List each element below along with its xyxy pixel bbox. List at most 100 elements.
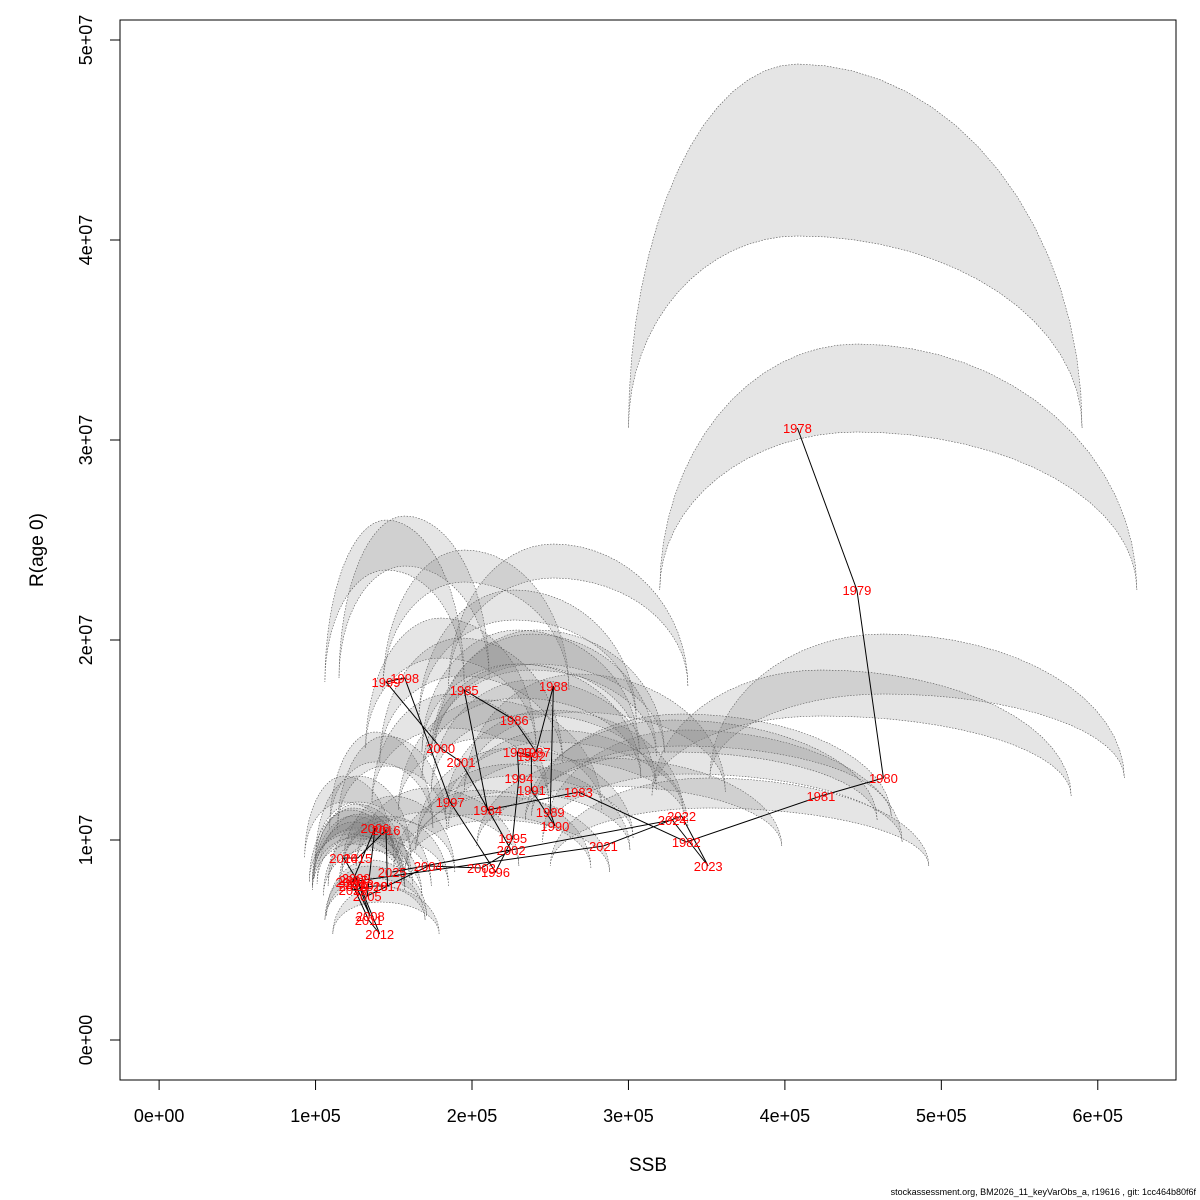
x-tick-label: 6e+05 [1072, 1106, 1123, 1126]
point-label-1984: 1984 [473, 803, 502, 818]
point-label-2022: 2022 [667, 809, 696, 824]
y-tick-label: 1e+07 [76, 815, 96, 866]
point-label-2023: 2023 [694, 859, 723, 874]
point-label-1988: 1988 [539, 679, 568, 694]
ci-ellipse-2006 [329, 731, 434, 829]
y-tick-label: 3e+07 [76, 415, 96, 466]
point-label-2021: 2021 [589, 839, 618, 854]
ci-ellipse-1995 [416, 747, 634, 839]
ci-ellipse-2002 [415, 763, 631, 851]
point-label-1987: 1987 [522, 745, 551, 760]
ci-ellipse-2001 [379, 637, 563, 763]
ci-ellipse-1988 [448, 543, 689, 687]
ci-ellipse-1992 [431, 633, 657, 757]
year-labels: 1978 1979 1980 1981 1982 1983 1984 1985 1986 1987… [329, 421, 898, 942]
point-label-2018: 2018 [359, 879, 388, 894]
point-label-2012: 2012 [365, 927, 394, 942]
ci-ellipse-1989 [445, 709, 684, 813]
x-axis-title: SSB [629, 1155, 667, 1176]
ci-ellipse-1990 [448, 729, 689, 827]
point-label-1980: 1980 [869, 771, 898, 786]
point-label-2020: 2020 [336, 875, 365, 890]
y-axis: 0e+00 1e+07 2e+07 3e+07 4e+07 5e+07 [76, 15, 121, 1066]
ci-ellipse-1993 [421, 629, 640, 753]
point-label-1994: 1994 [504, 771, 533, 786]
year-trajectory-line [342, 427, 884, 935]
ci-ellipse-1981 [651, 669, 1072, 797]
ci-ellipse-2022 [531, 713, 892, 817]
ci-ellipse-2025 [341, 795, 456, 873]
x-tick-label: 2e+05 [447, 1106, 498, 1126]
point-label-1985: 1985 [450, 683, 479, 698]
x-tick-label: 4e+05 [760, 1106, 811, 1126]
point-label-2009: 2009 [342, 871, 371, 886]
ci-ellipse-2019 [312, 821, 405, 891]
ci-ellipse-2018 [327, 815, 432, 887]
ci-ellipse-1998 [338, 515, 490, 679]
point-label-2010: 2010 [339, 879, 368, 894]
point-label-1986: 1986 [500, 713, 529, 728]
y-tick-label: 2e+07 [76, 615, 96, 666]
ci-ellipse-2003 [393, 789, 592, 869]
x-tick-label: 3e+05 [603, 1106, 654, 1126]
ci-ellipse-2017 [338, 815, 449, 887]
footer-credit: stockassessment.org, BM2026_11_keyVarObs… [890, 1187, 1196, 1197]
y-tick-label: 0e+00 [76, 1015, 96, 1066]
ci-ellipse-1986 [418, 589, 637, 721]
point-label-2024: 2024 [658, 813, 687, 828]
point-label-1983: 1983 [564, 785, 593, 800]
point-label-1995: 1995 [498, 831, 527, 846]
point-label-1992: 1992 [517, 749, 546, 764]
ci-ellipse-2014 [304, 775, 395, 859]
point-label-1997: 1997 [436, 795, 465, 810]
point-label-2015: 2015 [343, 851, 372, 866]
ci-ellipse-1987 [434, 629, 665, 753]
ci-ellipse-2012 [332, 885, 440, 935]
ci-ellipse-2004 [355, 787, 520, 867]
x-tick-label: 0e+00 [134, 1106, 185, 1126]
point-label-2025: 2025 [378, 865, 407, 880]
point-label-2002: 2002 [497, 843, 526, 858]
point-label-2003: 2003 [467, 861, 496, 876]
point-label-2013: 2013 [345, 877, 374, 892]
ci-ellipse-1982 [542, 729, 903, 843]
ci-ellipse-1985 [382, 549, 570, 691]
point-label-1979: 1979 [842, 583, 871, 598]
ci-ellipse-1980 [709, 633, 1125, 779]
ci-ellipse-1997 [371, 693, 549, 803]
y-axis-title: R(age 0) [27, 513, 48, 587]
point-label-2001: 2001 [447, 755, 476, 770]
point-label-1982: 1982 [672, 835, 701, 850]
x-tick-label: 1e+05 [290, 1106, 341, 1126]
ci-ellipse-1994 [421, 663, 642, 779]
point-label-2011: 2011 [355, 913, 383, 928]
ci-ellipse-2023 [549, 777, 930, 867]
y-tick-label: 4e+07 [76, 215, 96, 266]
ci-ellipse-2024 [524, 719, 878, 821]
x-axis: 0e+00 1e+05 2e+05 3e+05 4e+05 5e+05 6e+05 [134, 1079, 1123, 1126]
point-label-2014: 2014 [329, 851, 358, 866]
point-label-2006: 2006 [361, 821, 390, 836]
ci-ellipse-1996 [404, 795, 610, 873]
point-label-1991: 1991 [517, 783, 546, 798]
point-label-2004: 2004 [414, 859, 443, 874]
ci-ellipse-2000 [365, 617, 537, 749]
point-label-2017: 2017 [373, 879, 402, 894]
confidence-ellipses [304, 63, 1138, 935]
ci-ellipse-1978 [628, 63, 1083, 429]
ci-ellipse-2016 [337, 735, 448, 831]
point-label-1989: 1989 [536, 805, 565, 820]
ci-ellipse-1979 [659, 343, 1138, 591]
plot-frame [119, 19, 1177, 1081]
point-label-1990: 1990 [540, 819, 569, 834]
y-tick-label: 5e+07 [76, 15, 96, 66]
x-tick-label: 5e+05 [916, 1106, 967, 1126]
point-label-1996: 1996 [481, 865, 510, 880]
ci-ellipse-2020 [309, 809, 402, 883]
point-label-2016: 2016 [372, 823, 401, 838]
point-label-2007: 2007 [339, 873, 368, 888]
point-label-1978: 1978 [783, 421, 812, 436]
point-label-1999: 1999 [372, 675, 401, 690]
point-label-2000: 2000 [426, 741, 455, 756]
